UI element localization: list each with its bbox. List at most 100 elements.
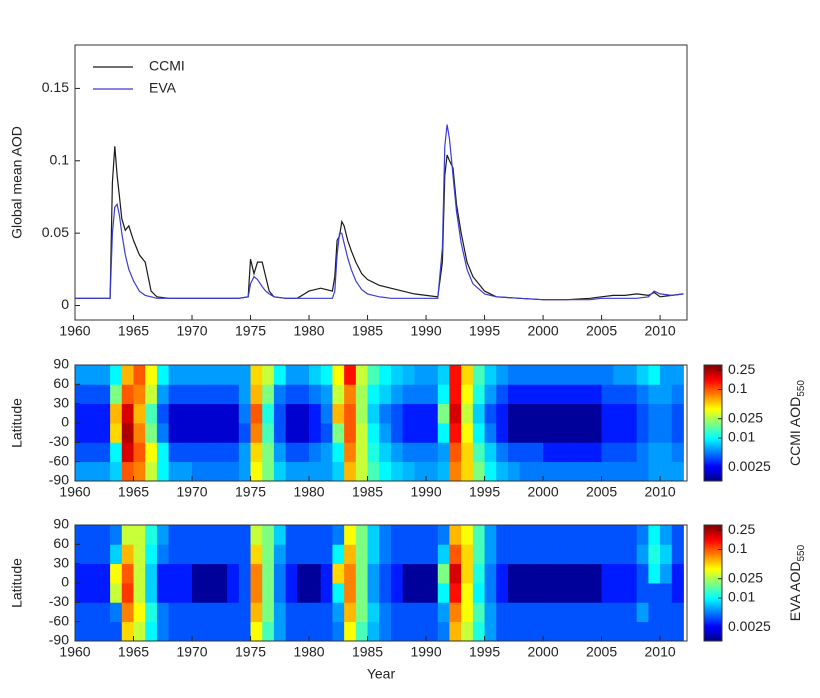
x-tick-label: 2010	[645, 323, 676, 339]
y-tick-label: 0	[61, 296, 69, 312]
heat-cell	[543, 525, 556, 545]
heat-cell	[507, 461, 521, 482]
heat-cell	[671, 423, 684, 443]
colorbar-strip	[704, 411, 722, 414]
heat-cell	[355, 544, 368, 565]
x-tick-label: 1995	[469, 644, 500, 660]
heat-cell	[355, 621, 368, 642]
heat-cell	[320, 461, 333, 482]
heat-cell	[297, 365, 310, 385]
heat-cell	[168, 602, 181, 623]
heat-cell	[168, 583, 181, 603]
heat-cell	[472, 384, 485, 405]
x-tick-label: 1980	[293, 644, 324, 660]
heat-cell	[110, 461, 123, 482]
heat-cell	[133, 525, 146, 545]
heat-cell	[203, 442, 216, 463]
heat-cell	[344, 621, 357, 642]
heat-cell	[227, 602, 240, 623]
heat-cell	[507, 365, 521, 385]
heat-cell	[203, 384, 216, 405]
heat-cell	[578, 563, 591, 584]
heat-cell	[367, 563, 380, 584]
heat-cell	[355, 423, 368, 443]
heat-cell	[227, 583, 240, 603]
heat-cell	[86, 403, 99, 424]
colorbar-strip	[704, 431, 722, 434]
heat-cell	[98, 563, 111, 584]
heat-cell	[180, 621, 193, 642]
heat-cell	[133, 544, 146, 565]
colorbar-tick-label: 0.25	[728, 521, 755, 537]
colorbar-strip	[704, 433, 722, 436]
heat-cell	[98, 365, 111, 385]
heat-cell	[648, 544, 661, 565]
heat-cell	[496, 442, 509, 463]
y-tick-label: -30	[49, 593, 69, 609]
heat-cell	[496, 583, 509, 603]
x-tick-label: 1975	[235, 644, 266, 660]
colorbar-strip	[704, 423, 722, 426]
heat-cell	[402, 563, 415, 584]
heat-cell	[121, 442, 134, 463]
heat-cell	[285, 442, 298, 463]
heat-cell	[192, 525, 205, 545]
heat-cell	[390, 423, 404, 443]
heat-cell	[390, 403, 404, 424]
colorbar-strip	[704, 531, 722, 534]
heat-cell	[379, 583, 392, 603]
heat-cell	[613, 563, 626, 584]
heat-cell	[589, 442, 602, 463]
heat-cell	[367, 403, 380, 424]
colorbar-strip	[704, 571, 722, 574]
heat-cell	[624, 583, 638, 603]
heat-cell	[297, 621, 310, 642]
colorbar-strip	[704, 465, 722, 468]
colorbar-tick-label: 0.01	[728, 589, 755, 605]
colorbar-strip	[704, 463, 722, 466]
heat-cell	[273, 461, 287, 482]
heat-cell	[168, 442, 181, 463]
heat-cell	[344, 563, 357, 584]
colorbar-tick-label: 0.025	[728, 569, 763, 585]
heat-cell	[192, 403, 205, 424]
heat-cell	[262, 525, 275, 545]
heat-cell	[402, 544, 415, 565]
heat-cell	[332, 365, 345, 385]
heat-cell	[203, 461, 216, 482]
x-tick-label: 1965	[118, 323, 149, 339]
colorbar-strip	[704, 397, 722, 400]
heat-cell	[472, 423, 485, 443]
y-tick-label: 0	[61, 414, 69, 430]
heat-cell	[554, 442, 567, 463]
heat-cell	[215, 403, 228, 424]
heat-cell	[355, 583, 368, 603]
heat-cell	[519, 583, 532, 603]
y-tick-label: 0.15	[42, 79, 69, 95]
colorbar-strip	[704, 455, 722, 458]
heat-cell	[379, 621, 392, 642]
plot-frame	[74, 364, 688, 482]
x-tick-label: 1990	[410, 644, 441, 660]
heat-cell	[344, 423, 357, 443]
heat-cell	[145, 602, 158, 623]
colorbar-strip	[704, 471, 722, 474]
heat-cell	[426, 384, 439, 405]
heat-cell	[285, 403, 298, 424]
heat-cell	[215, 384, 228, 405]
y-tick-label: 0	[61, 574, 69, 590]
heat-cell	[566, 442, 579, 463]
colorbar-strip	[704, 583, 722, 586]
heat-cell	[390, 365, 404, 385]
heat-cell	[110, 403, 123, 424]
heat-cell	[624, 423, 638, 443]
y-tick-label: -30	[49, 433, 69, 449]
colorbar-strip	[704, 591, 722, 594]
heat-cell	[449, 461, 462, 482]
heat-cell	[273, 403, 287, 424]
heat-cell	[461, 403, 474, 424]
colorbar-label: CCMI AOD550	[787, 380, 807, 466]
heat-cell	[75, 365, 88, 385]
heat-cell	[227, 525, 240, 545]
heat-cell	[671, 602, 684, 623]
